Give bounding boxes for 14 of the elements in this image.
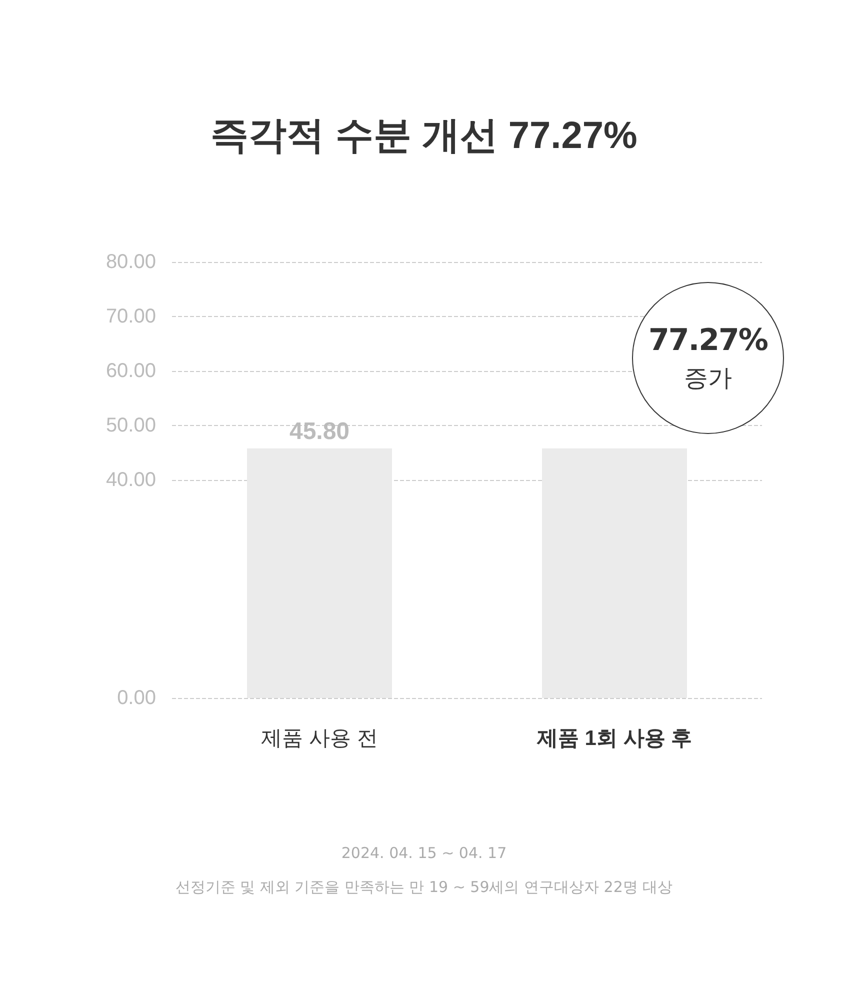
annotation: 77.27% 증가 — [648, 322, 768, 394]
y-tick-label: 0.00 — [117, 687, 156, 709]
chart-title: 즉각적 수분 개선 77.27% — [210, 115, 638, 157]
y-tick-label: 50.00 — [106, 414, 156, 436]
y-tick-label: 40.00 — [106, 469, 156, 491]
circle-badge: 77.27% 증가 — [632, 282, 784, 434]
x-tick-label: 제품 1회 사용 후 — [536, 727, 692, 750]
x-tick-label: 제품 사용 전 — [261, 727, 378, 750]
text: 선정기준 및 제외 기준을 만족하는 만 19 ~ 59세의 연구대상자 22명 대상 — [174, 877, 674, 898]
y-tick-label: 80.00 — [106, 251, 156, 273]
data-label: 45.80 — [289, 418, 350, 445]
text: 2024. 04. 15 ~ 04. 17 — [340, 843, 508, 864]
y-tick-label: 60.00 — [106, 360, 156, 382]
y-tick-label: 70.00 — [106, 306, 156, 328]
